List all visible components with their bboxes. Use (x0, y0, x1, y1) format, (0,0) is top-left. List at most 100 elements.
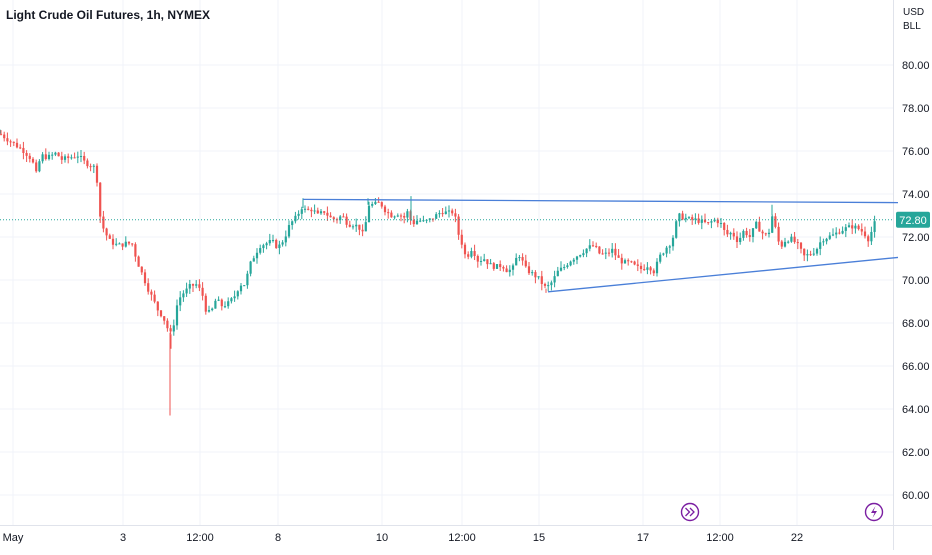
candle-body (713, 219, 716, 222)
candle-body (83, 156, 86, 161)
candle-body (147, 283, 150, 292)
candle-body (515, 257, 518, 266)
candle-body (473, 251, 476, 257)
candle-body (457, 216, 460, 235)
y-tick-label: 72.00 (902, 232, 930, 244)
candle-body (723, 222, 726, 230)
candle-body (655, 261, 659, 274)
candle-body (761, 231, 764, 234)
candle-body (233, 296, 236, 299)
candle-body (524, 260, 527, 267)
candle-body (543, 283, 547, 286)
candle-body (342, 216, 345, 218)
candle-body (275, 239, 278, 249)
candle-body (540, 276, 543, 284)
candle-body (380, 202, 383, 207)
candle-body (614, 248, 617, 256)
candle-body (243, 285, 246, 287)
price-axis[interactable]: 80.00 78.00 76.00 74.00 72.00 70.00 68.00 66.00… (902, 60, 930, 502)
fast-forward-icon[interactable] (680, 502, 700, 522)
candle-body (844, 227, 847, 231)
candle-body (115, 243, 118, 245)
candle-body (262, 245, 265, 249)
y-tick-label: 80.00 (902, 60, 930, 72)
candle-body (300, 209, 303, 214)
candle-body (79, 156, 83, 158)
trendlines[interactable] (302, 198, 899, 293)
candle-body (204, 295, 207, 312)
candle-body (857, 225, 860, 230)
candle-body (431, 218, 435, 220)
candle-body (851, 225, 854, 229)
candle-body (166, 320, 169, 329)
candle-body (47, 154, 51, 160)
candle-body (470, 251, 473, 257)
candle-body (675, 221, 678, 238)
candle-body (662, 253, 665, 255)
candle-body (73, 157, 76, 159)
candle-body (582, 253, 585, 256)
candle-body (95, 165, 99, 183)
lightning-icon[interactable] (864, 502, 884, 522)
y-tick-label: 70.00 (902, 275, 930, 287)
candle-body (86, 160, 89, 167)
candle-body (438, 213, 441, 215)
candle-body (553, 276, 556, 283)
candle-body (412, 219, 415, 225)
lightning-glyph (871, 506, 877, 518)
candle-body (19, 147, 22, 149)
candle-body (207, 310, 211, 312)
candle-body (12, 141, 15, 143)
candle-body (246, 273, 249, 286)
candle-body (575, 256, 579, 260)
candle-body (249, 261, 252, 274)
candle-body (751, 228, 755, 237)
candle-body (716, 219, 719, 224)
candle-body (492, 263, 495, 269)
candle-body (287, 225, 291, 237)
time-axis[interactable]: May 3 12:00 8 10 12:00 15 17 12:00 22 (3, 532, 804, 544)
candle-body (847, 225, 851, 228)
candle-body (617, 255, 620, 258)
candle-body (236, 291, 239, 297)
candle-body (748, 235, 751, 237)
candle-body (822, 241, 825, 243)
candle-body (316, 210, 319, 214)
candle-body (646, 267, 649, 270)
events[interactable] (680, 502, 884, 522)
candle-body (355, 224, 358, 227)
candle-body (332, 217, 335, 220)
candle-body (118, 243, 121, 245)
candle-body (76, 156, 79, 158)
candle-body (134, 244, 137, 257)
candle-body (799, 242, 803, 249)
candle-body (467, 254, 470, 257)
candle-body (111, 238, 115, 245)
candle-body (374, 201, 377, 205)
candle-body (636, 264, 639, 266)
candle-body (265, 243, 268, 246)
candle-body (643, 269, 646, 271)
candle-body (806, 254, 809, 256)
candle-body (630, 261, 633, 263)
x-tick-label: 17 (637, 532, 649, 544)
candle-body (495, 264, 499, 269)
candle-body (406, 211, 409, 218)
y-tick-label: 74.00 (902, 189, 930, 201)
candle-body (703, 219, 707, 223)
candle-body (700, 219, 703, 223)
candle-body (217, 299, 220, 301)
candle-body (131, 243, 134, 245)
candle-body (403, 215, 406, 218)
candle-body (271, 239, 275, 241)
candle-body (259, 248, 262, 253)
candle-body (38, 161, 41, 172)
candle-body (732, 232, 735, 237)
candle-body (860, 229, 863, 232)
candle-body (150, 291, 153, 295)
candle-body (198, 284, 201, 288)
candle-body (649, 267, 652, 271)
candle-body (783, 241, 787, 247)
